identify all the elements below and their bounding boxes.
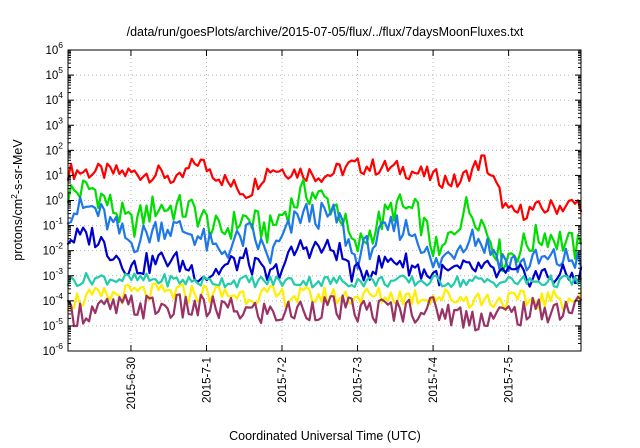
x-tick-label: 2015-7-2: [277, 357, 289, 403]
series-line-5: [66, 272, 583, 289]
series-line-7: [66, 293, 583, 332]
y-tick-label: 105: [45, 65, 63, 82]
x-tick-label: 2015-6-30: [126, 357, 138, 409]
series-line-4: [66, 226, 583, 288]
y-tick-label: 10-2: [43, 241, 64, 258]
x-tick-label: 2015-7-4: [428, 356, 440, 403]
x-tick-label: 2015-7-3: [353, 357, 365, 403]
y-tick-label: 100: [45, 191, 63, 208]
y-tick-label: 10-3: [43, 266, 64, 283]
series-line-1: [66, 154, 583, 221]
y-tick-label: 102: [45, 140, 63, 157]
y-axis-label-sup: 2: [9, 194, 19, 199]
x-tick-label: 2015-7-5: [504, 357, 516, 403]
y-axis-label: protons/cm2-s-sr-MeV: [9, 139, 25, 261]
y-tick-label: 10-5: [43, 316, 64, 333]
y-tick-label: 103: [45, 115, 63, 132]
series-line-3: [66, 196, 583, 274]
y-axis-label-rest: -s-sr-MeV: [11, 139, 25, 195]
y-axis-ticks: 10-6 10-5 10-4 10-3 10-2 10-1 100 101 102 103 104 1…: [43, 40, 581, 358]
series-line-2: [66, 178, 583, 273]
y-tick-label: 10-1: [43, 216, 64, 233]
y-tick-label: 104: [45, 90, 63, 107]
x-axis-label: Coordinated Universal Time (UTC): [229, 429, 421, 443]
y-axis-label-base: protons/cm: [11, 199, 25, 261]
x-tick-label: 2015-7-1: [201, 357, 213, 403]
y-tick-label: 10-6: [43, 341, 64, 358]
y-tick-label: 101: [45, 165, 63, 182]
y-tick-label: 10-4: [43, 291, 64, 308]
series-layer: [66, 154, 583, 332]
y-tick-label: 106: [45, 40, 63, 57]
x-axis-ticks: 2015-6-30 2015-7-1 2015-7-2 2015-7-3 2015-7-…: [126, 50, 516, 409]
chart-title: /data/run/goesPlots/archive/2015-07-05/f…: [127, 25, 524, 39]
series-line-6: [66, 282, 583, 312]
